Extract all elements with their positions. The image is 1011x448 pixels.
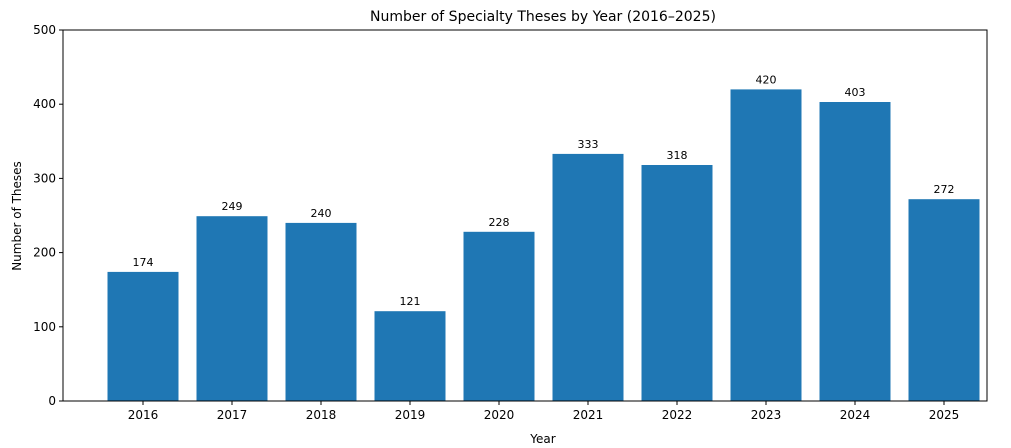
- y-tick-label-300: 300: [33, 171, 56, 185]
- y-tick-label-100: 100: [33, 320, 56, 334]
- x-tick-label-2018: 2018: [306, 408, 337, 422]
- data-label-2018: 240: [311, 207, 332, 220]
- data-label-2019: 121: [400, 295, 421, 308]
- y-axis-title: Number of Theses: [10, 161, 24, 271]
- data-label-2020: 228: [489, 216, 510, 229]
- x-tick-label-2021: 2021: [573, 408, 604, 422]
- data-label-2023: 420: [756, 73, 777, 86]
- x-tick-label-2022: 2022: [662, 408, 693, 422]
- x-tick-label-2024: 2024: [840, 408, 871, 422]
- data-label-2022: 318: [667, 149, 688, 162]
- axes-frame: [62, 29, 988, 402]
- bar-2018: [285, 222, 357, 401]
- x-tick-label-2023: 2023: [751, 408, 782, 422]
- data-label-2024: 403: [845, 86, 866, 99]
- y-tick-label-400: 400: [33, 97, 56, 111]
- bar-2021: [552, 153, 624, 401]
- x-axis-title: Year: [529, 432, 555, 446]
- data-label-2017: 249: [222, 200, 243, 213]
- x-tick-label-2019: 2019: [395, 408, 426, 422]
- data-label-2016: 174: [133, 256, 154, 269]
- x-tick-label-2016: 2016: [128, 408, 159, 422]
- bar-2020: [463, 231, 535, 401]
- chart-title: Number of Specialty Theses by Year (2016…: [370, 9, 716, 25]
- x-tick-label-2017: 2017: [217, 408, 248, 422]
- bar-2023: [730, 89, 802, 402]
- bar-2017: [196, 216, 268, 401]
- plot-area: 174 2016 249 2017 240 2018 121 2019 228 2020 333 20…: [33, 23, 988, 422]
- bar-2019: [374, 311, 446, 401]
- x-tick-label-2020: 2020: [484, 408, 515, 422]
- y-tick-label-0: 0: [48, 394, 56, 408]
- bar-2024: [819, 102, 891, 401]
- y-tick-label-200: 200: [33, 246, 56, 260]
- y-tick-label-500: 500: [33, 23, 56, 37]
- data-label-2021: 333: [578, 138, 599, 151]
- x-tick-label-2025: 2025: [929, 408, 960, 422]
- bar-2016: [107, 271, 179, 401]
- bar-2022: [641, 165, 713, 401]
- data-label-2025: 272: [934, 183, 955, 196]
- bar-2025: [908, 199, 980, 401]
